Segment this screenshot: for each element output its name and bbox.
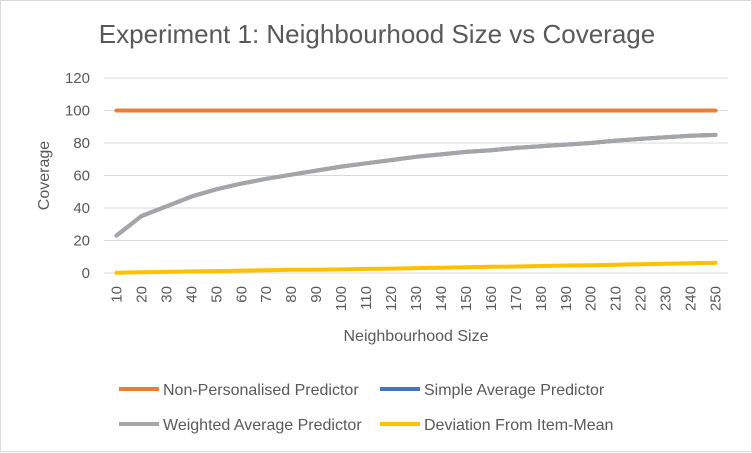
x-tick-label: 150 [458,286,475,311]
x-tick-label: 40 [183,286,200,303]
x-tick-label: 70 [258,286,275,303]
y-tick-label: 60 [73,168,90,185]
x-tick-label: 190 [558,286,575,311]
x-tick-label: 200 [583,286,600,311]
y-tick-label: 0 [82,265,90,282]
series-line-deviation-from-item-mean [114,260,718,275]
x-tick-label: 110 [358,286,375,310]
x-tick-label: 10 [108,286,125,303]
y-tick-label: 20 [73,233,90,250]
legend-label: Deviation From Item-Mean [424,417,613,434]
x-tick-label: 170 [508,286,525,311]
y-tick-label: 100 [65,103,90,120]
x-axis-title: Neighbourhood Size [344,328,489,345]
legend-label: Weighted Average Predictor [163,417,362,434]
y-tick-label: 40 [73,200,90,217]
legend-label: Non-Personalised Predictor [163,382,359,399]
chart-title: Experiment 1: Neighbourhood Size vs Cove… [98,19,656,49]
x-tick-label: 100 [333,286,350,311]
y-axis-title: Coverage [36,141,53,210]
x-tick-label: 160 [483,286,500,311]
x-tick-label: 90 [308,286,325,303]
x-tick-label: 20 [133,286,150,303]
series-line-simple-average-predictor [114,132,718,238]
x-tick-label: 180 [533,286,550,311]
x-tick-label: 30 [158,286,175,303]
x-tick-label: 230 [658,286,675,311]
x-tick-label: 120 [383,286,400,311]
y-tick-label: 80 [73,135,90,152]
series-line-weighted-average-predictor [114,132,718,238]
x-tick-label: 210 [608,286,625,311]
x-tick-label: 250 [708,286,725,311]
x-tick-label: 60 [233,286,250,303]
x-tick-label: 80 [283,286,300,303]
x-tick-label: 220 [633,286,650,311]
x-tick-label: 240 [683,286,700,311]
x-tick-label: 50 [208,286,225,303]
legend-label: Simple Average Predictor [424,382,605,399]
y-tick-label: 120 [65,70,90,87]
x-tick-label: 130 [408,286,425,311]
x-tick-label: 140 [433,286,450,311]
